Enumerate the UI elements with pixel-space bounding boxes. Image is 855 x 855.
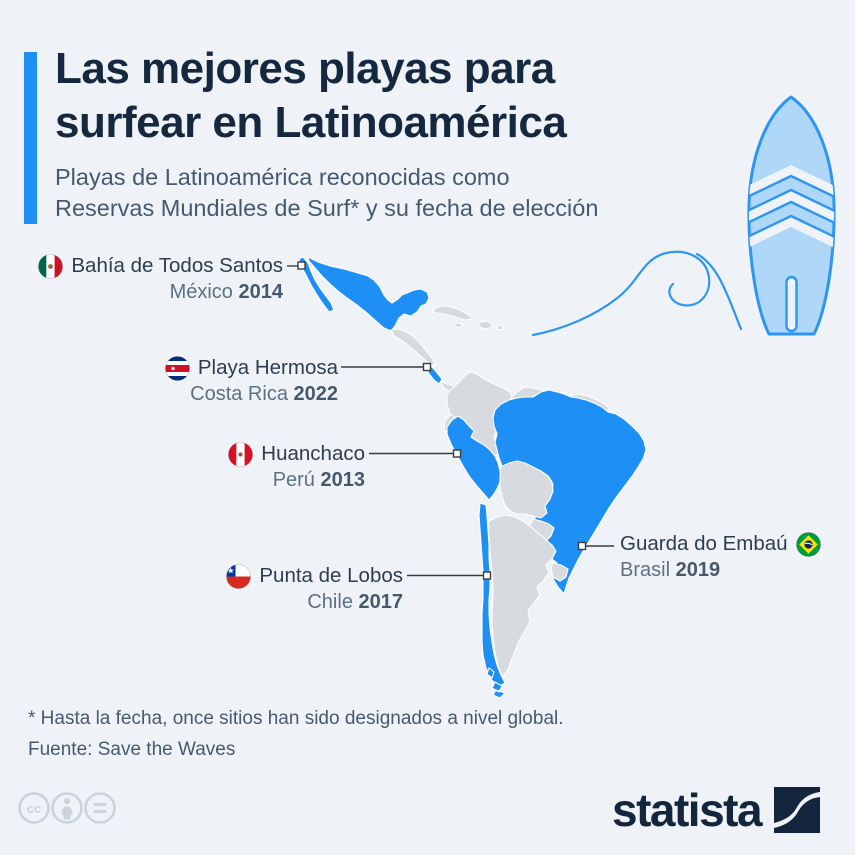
country-peru (446, 415, 502, 501)
map-marker-peru (452, 449, 462, 458)
region-central-america (390, 328, 436, 367)
attribution-icon (51, 792, 83, 824)
beach-country-year: Costa Rica 2022 (165, 382, 338, 406)
creative-commons-icon: cc (18, 792, 50, 824)
page-subtitle: Playas de Latinoamérica reconocidas como… (55, 162, 598, 224)
beach-name: Punta de Lobos (259, 564, 403, 587)
country-uruguay (550, 562, 569, 582)
beach-year: 2017 (358, 591, 404, 613)
beach-country: Costa Rica (190, 383, 288, 405)
beach-name: Huanchaco (261, 442, 365, 465)
costa-rica-flag-icon (164, 355, 190, 381)
beach-year: 2014 (238, 281, 284, 303)
island-galapagos (388, 421, 394, 427)
mexico-flag-icon (38, 253, 64, 279)
beach-year: 2019 (675, 559, 721, 581)
title-line-2: surfear en Latinoamérica (55, 98, 567, 147)
beach-country: México (169, 281, 233, 303)
map-marker-brazil (577, 541, 587, 551)
subtitle-line-1: Playas de Latinoamérica reconocidas como (55, 164, 510, 190)
map-marker-costa-rica (422, 362, 432, 372)
subtitle-line-2: Reservas Mundiales de Surf* y su fecha d… (55, 195, 599, 221)
country-bolivia (499, 460, 554, 519)
footnote-text: * Hasta la fecha, once sitios han sido d… (28, 708, 564, 729)
surfboard-icon (747, 95, 836, 336)
beach-label-huanchaco: Huanchaco Perú 2013 (228, 441, 365, 492)
island-puerto-rico (496, 324, 505, 331)
beach-label-playa-hermosa: Playa Hermosa Costa Rica 2022 (164, 355, 338, 406)
island-hispaniola (477, 320, 494, 330)
connector-lines (287, 261, 614, 580)
beach-country: Brasil (620, 559, 671, 581)
island-cuba (431, 305, 474, 321)
statista-logo (774, 787, 821, 838)
statista-branding: statista (612, 784, 821, 838)
country-chile (478, 502, 506, 688)
beach-name: Playa Hermosa (197, 356, 338, 379)
wave-icon (531, 250, 743, 337)
beach-name: Bahía de Todos Santos (71, 254, 283, 277)
country-mexico-baja (298, 256, 335, 313)
source-text: Fuente: Save the Waves (28, 739, 236, 760)
beach-name: Guarda do Embaú (620, 532, 788, 555)
beach-country-year: Perú 2013 (228, 468, 365, 492)
beach-label-punta-de-lobos: Punta de Lobos Chile 2017 (226, 563, 403, 614)
beach-label-guarda-do-embau: Guarda do Embaú Brasil 2019 (620, 531, 821, 582)
island-jamaica (453, 322, 464, 329)
beach-country-year: Brasil 2019 (620, 558, 821, 582)
map-marker-chile (482, 571, 492, 580)
beach-label-bahia-de-todos-santos: Bahía de Todos Santos México 2014 (38, 253, 283, 304)
title-line-1: Las mejores playas para (55, 44, 555, 93)
brazil-flag-icon (795, 531, 821, 557)
beach-year: 2022 (293, 383, 339, 405)
country-brazil (492, 389, 647, 595)
surfboard-fin-slot (785, 275, 798, 333)
equals-icon (84, 792, 116, 824)
license-icons: cc (17, 789, 137, 832)
page-title: Las mejores playas para surfear en Latin… (55, 42, 567, 150)
footnote-block: * Hasta la fecha, once sitios han sido d… (28, 703, 564, 765)
country-argentina (487, 514, 557, 678)
beach-country: Perú (272, 469, 315, 491)
country-mexico (307, 256, 430, 332)
map-marker-mexico (297, 261, 306, 270)
svg-text:cc: cc (27, 801, 41, 816)
beach-country-year: Chile 2017 (226, 590, 403, 614)
title-accent-bar (24, 52, 37, 224)
beach-country: Chile (307, 591, 353, 613)
statista-wordmark: statista (612, 784, 763, 836)
beach-country-year: México 2014 (38, 280, 283, 304)
chile-flag-icon (226, 563, 252, 589)
peru-flag-icon (228, 441, 254, 467)
beach-year: 2013 (320, 469, 366, 491)
latin-america-map (298, 256, 647, 699)
country-chile-islands (486, 667, 506, 699)
